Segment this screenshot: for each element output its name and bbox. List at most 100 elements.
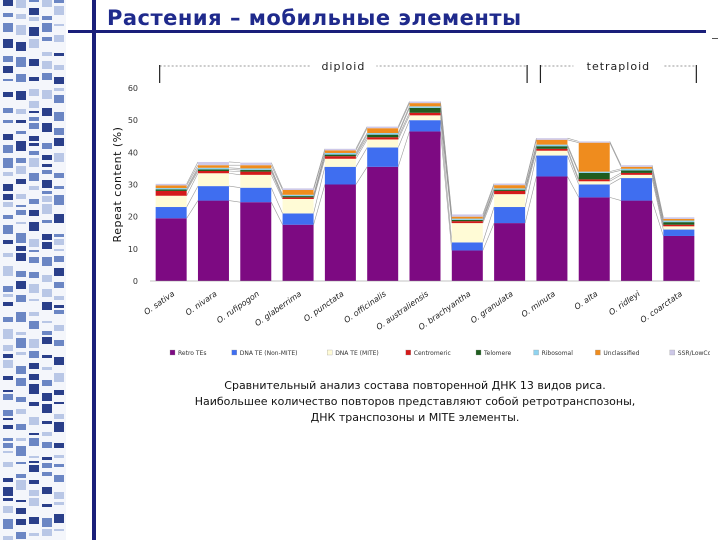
bar-segment <box>197 170 229 174</box>
series-connector <box>228 167 241 169</box>
gel-band <box>42 421 52 424</box>
bar-segment <box>240 187 272 203</box>
gel-band <box>42 393 52 401</box>
gel-band <box>54 310 64 314</box>
bar-segment <box>663 217 695 219</box>
gel-band <box>42 0 52 7</box>
bar-segment <box>494 194 526 208</box>
series-connector <box>524 155 537 208</box>
gel-band <box>54 305 64 308</box>
bar-segment <box>494 185 526 189</box>
bar-segment <box>536 138 568 140</box>
bar-segment <box>282 196 314 198</box>
legend-swatch <box>327 349 333 356</box>
bar-segment <box>367 128 399 134</box>
bar-segment <box>324 154 356 157</box>
gel-band <box>29 498 39 506</box>
bar-segment <box>621 168 653 171</box>
gel-band <box>3 23 13 32</box>
series-connector <box>186 165 199 186</box>
gel-band <box>3 294 13 297</box>
gel-band <box>3 302 13 306</box>
bar-segment <box>663 229 695 236</box>
gel-band <box>3 478 13 482</box>
gel-band <box>42 191 52 194</box>
decorative-gel-strip <box>0 0 66 544</box>
bar-segment <box>282 197 314 199</box>
gel-band <box>3 56 13 62</box>
gel-band <box>16 446 26 456</box>
gel-band <box>54 95 64 103</box>
gel-band <box>29 417 39 425</box>
series-connector <box>270 174 283 200</box>
bar-segment <box>536 146 568 149</box>
category-label: O. sativa <box>142 289 176 317</box>
gel-band <box>54 234 64 237</box>
bar-segment <box>578 184 610 198</box>
gel-band <box>29 339 39 348</box>
series-connector <box>524 148 537 192</box>
bar-segment <box>663 235 695 281</box>
gel-band <box>29 173 39 181</box>
gel-band <box>3 451 13 453</box>
bar-segment <box>197 161 229 166</box>
gel-band <box>42 504 52 507</box>
series-connector <box>397 101 410 127</box>
bar-segment <box>663 220 695 223</box>
bar-segment <box>155 207 187 219</box>
gel-band <box>54 455 64 458</box>
gel-band <box>16 74 26 82</box>
gel-band <box>16 409 26 414</box>
bar-segment <box>282 224 314 281</box>
gel-band <box>3 390 13 392</box>
gel-band <box>3 286 13 292</box>
gel-band <box>16 131 26 134</box>
gel-band <box>29 533 39 536</box>
category-label: O. ridleyi <box>607 289 642 317</box>
series-connector <box>524 139 537 186</box>
legend-label: Ribosomal <box>542 350 574 357</box>
series-connector <box>609 177 622 185</box>
slide-title: Растения – мобильные элементы <box>107 6 522 30</box>
bar-segment <box>409 103 441 107</box>
gel-band <box>42 123 52 132</box>
gel-band <box>54 373 64 382</box>
series-connector <box>482 188 495 219</box>
gel-band <box>16 500 26 502</box>
gel-band <box>42 234 52 240</box>
gel-band <box>16 332 26 335</box>
gel-band <box>16 141 26 151</box>
legend-label: Unclassified <box>603 350 639 357</box>
bar-segment <box>494 183 526 186</box>
series-connector <box>270 168 283 195</box>
series-connector <box>397 102 410 129</box>
bar-segment <box>536 176 568 281</box>
series-connector <box>567 146 580 174</box>
gel-band <box>42 180 52 188</box>
gel-band <box>29 312 39 316</box>
gel-band <box>29 517 39 524</box>
series-connector <box>186 170 199 192</box>
series-connector <box>186 161 199 184</box>
bar-segment <box>197 165 229 168</box>
series-connector <box>397 131 410 167</box>
bar-segment <box>409 120 441 132</box>
bar-segment <box>282 188 314 190</box>
gel-band <box>54 475 64 482</box>
category-label: O. glaberrima <box>253 289 303 328</box>
bar-segment <box>324 156 356 159</box>
series-connector <box>313 152 326 195</box>
legend-label: Centromeric <box>414 350 451 357</box>
bar-segment <box>409 131 441 281</box>
gel-band <box>3 376 13 380</box>
legend-label: SSR/LowComp <box>678 350 710 357</box>
gel-band <box>54 249 64 251</box>
legend-swatch <box>533 349 539 356</box>
gel-band <box>29 186 39 190</box>
series-connector <box>609 174 622 182</box>
bar-segment <box>451 223 483 243</box>
gel-band <box>42 457 52 460</box>
gel-band <box>54 239 64 245</box>
gel-band <box>54 214 64 223</box>
bar-segment <box>494 207 526 224</box>
